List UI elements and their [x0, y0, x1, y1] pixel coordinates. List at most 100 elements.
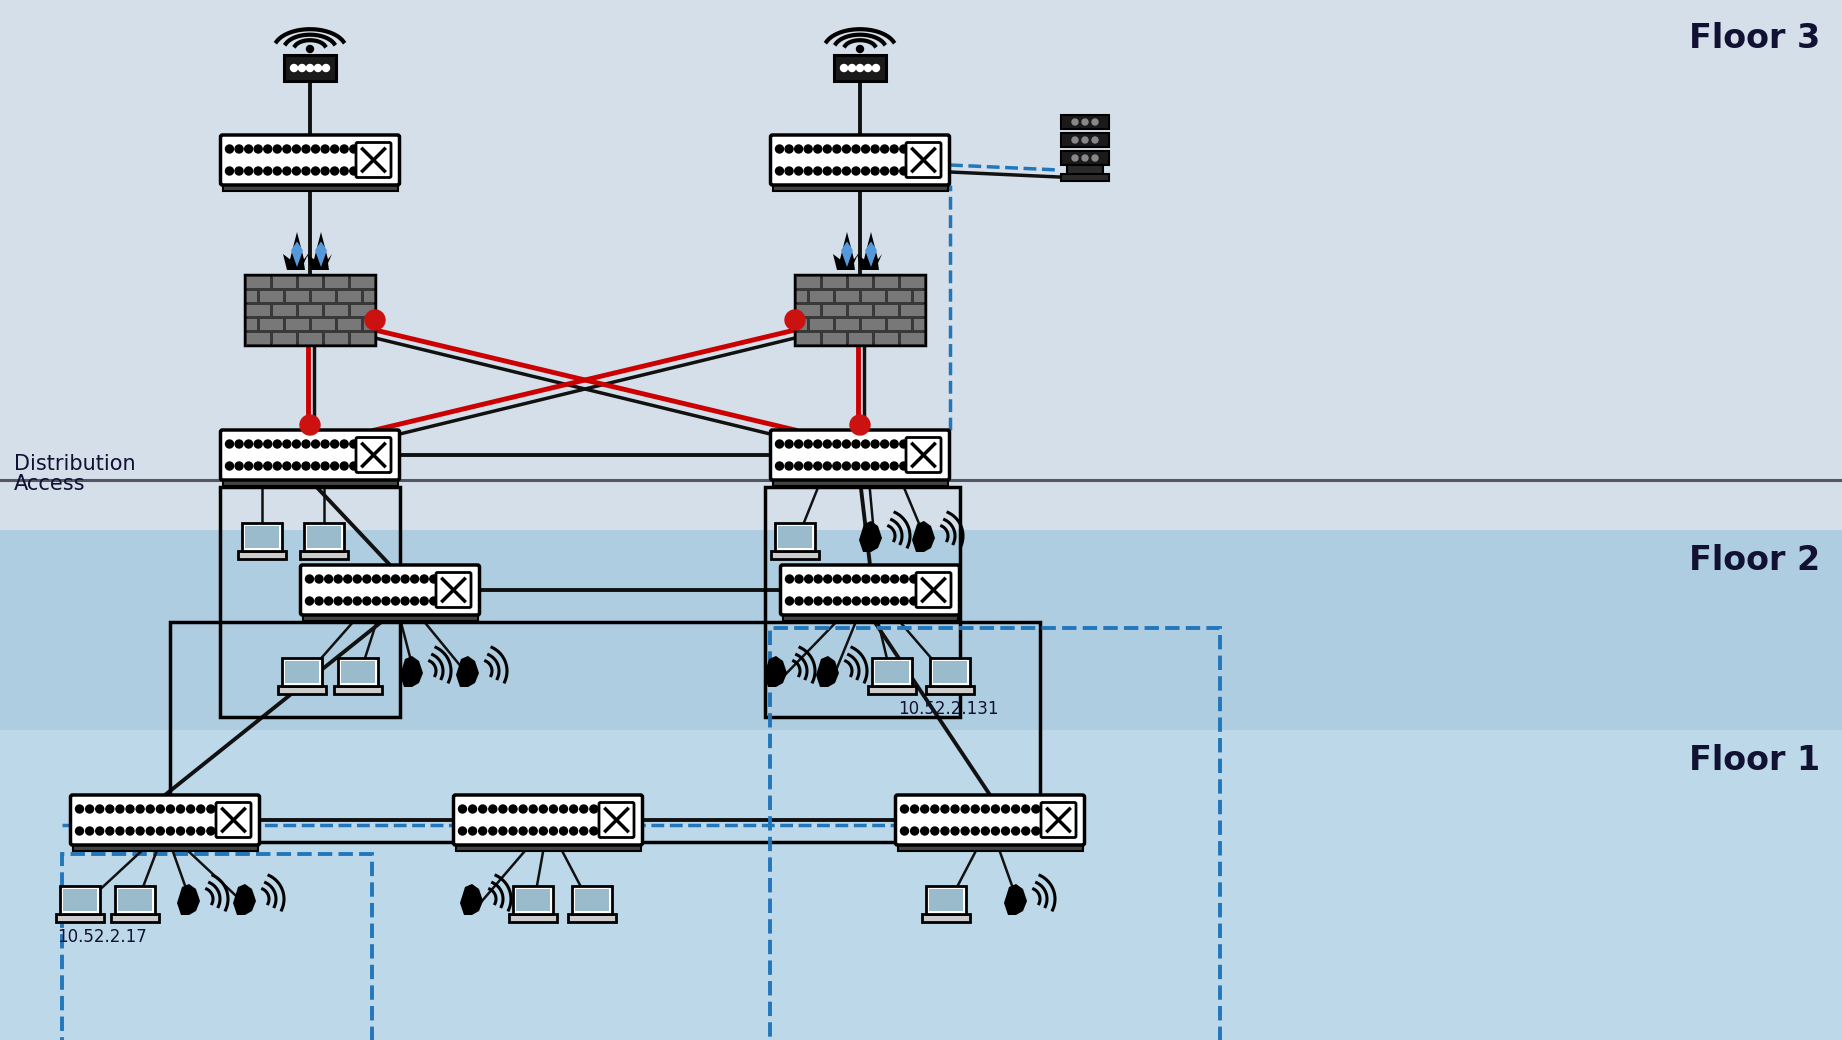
Bar	[914, 318, 925, 330]
Circle shape	[1032, 827, 1041, 835]
Circle shape	[499, 805, 507, 813]
Bar	[300, 551, 348, 560]
Circle shape	[488, 827, 497, 835]
Circle shape	[1081, 137, 1089, 142]
Bar	[333, 686, 381, 694]
Circle shape	[363, 575, 370, 583]
Circle shape	[910, 597, 917, 605]
Bar	[241, 523, 282, 551]
Circle shape	[853, 167, 860, 175]
Bar	[324, 276, 348, 288]
Circle shape	[842, 167, 851, 175]
Circle shape	[775, 462, 783, 470]
Circle shape	[350, 440, 357, 448]
Bar	[567, 914, 615, 922]
Circle shape	[844, 575, 851, 583]
Circle shape	[1022, 827, 1030, 835]
Circle shape	[508, 805, 518, 813]
Bar	[777, 526, 812, 548]
Circle shape	[116, 805, 123, 813]
Circle shape	[814, 462, 822, 470]
Circle shape	[321, 462, 330, 470]
Circle shape	[344, 597, 352, 605]
Circle shape	[197, 827, 204, 835]
Bar	[247, 318, 258, 330]
Bar	[286, 318, 309, 330]
Circle shape	[263, 167, 273, 175]
Circle shape	[420, 597, 427, 605]
Circle shape	[459, 827, 466, 835]
Bar	[914, 290, 925, 302]
Circle shape	[862, 462, 869, 470]
FancyBboxPatch shape	[895, 795, 1085, 844]
Circle shape	[529, 827, 538, 835]
Circle shape	[146, 805, 155, 813]
Circle shape	[350, 145, 357, 153]
Circle shape	[330, 167, 339, 175]
Circle shape	[796, 597, 803, 605]
Circle shape	[392, 597, 400, 605]
Bar	[796, 332, 820, 344]
Circle shape	[321, 440, 330, 448]
Bar	[0, 530, 1842, 730]
Circle shape	[823, 462, 831, 470]
Circle shape	[76, 805, 83, 813]
Bar	[298, 276, 322, 288]
Circle shape	[197, 805, 204, 813]
Circle shape	[245, 440, 252, 448]
Circle shape	[225, 167, 234, 175]
FancyBboxPatch shape	[221, 430, 400, 480]
Bar	[0, 730, 1842, 1040]
Circle shape	[354, 575, 361, 583]
FancyBboxPatch shape	[221, 135, 400, 185]
Circle shape	[429, 575, 438, 583]
Circle shape	[899, 167, 908, 175]
Polygon shape	[1004, 884, 1028, 915]
Circle shape	[341, 440, 348, 448]
Circle shape	[930, 805, 939, 813]
FancyBboxPatch shape	[770, 135, 949, 185]
Circle shape	[293, 145, 300, 153]
Circle shape	[823, 575, 833, 583]
Circle shape	[805, 575, 812, 583]
Circle shape	[136, 805, 144, 813]
FancyBboxPatch shape	[1041, 803, 1076, 837]
Bar	[772, 478, 947, 486]
Circle shape	[871, 440, 879, 448]
Bar	[282, 658, 322, 686]
Bar	[888, 318, 912, 330]
Circle shape	[166, 827, 175, 835]
Circle shape	[302, 462, 309, 470]
Circle shape	[306, 597, 313, 605]
Bar	[169, 622, 1041, 842]
Bar	[783, 613, 958, 621]
Circle shape	[775, 440, 783, 448]
Circle shape	[880, 597, 890, 605]
Circle shape	[941, 805, 949, 813]
Bar	[273, 276, 297, 288]
Circle shape	[871, 575, 879, 583]
Bar	[260, 290, 284, 302]
Bar	[514, 886, 553, 914]
Circle shape	[206, 805, 216, 813]
Circle shape	[871, 462, 879, 470]
Circle shape	[245, 167, 252, 175]
Bar	[1061, 151, 1109, 165]
Circle shape	[284, 462, 291, 470]
Circle shape	[880, 462, 888, 470]
Bar	[822, 332, 845, 344]
Circle shape	[950, 827, 960, 835]
Bar	[223, 478, 398, 486]
Circle shape	[263, 462, 273, 470]
Bar	[934, 661, 967, 683]
Circle shape	[324, 597, 333, 605]
Circle shape	[344, 575, 352, 583]
Bar	[260, 318, 284, 330]
Circle shape	[1092, 137, 1098, 142]
Circle shape	[468, 805, 477, 813]
Bar	[796, 290, 807, 302]
Circle shape	[236, 167, 243, 175]
Bar	[63, 889, 98, 911]
Circle shape	[899, 145, 908, 153]
Circle shape	[569, 805, 578, 813]
